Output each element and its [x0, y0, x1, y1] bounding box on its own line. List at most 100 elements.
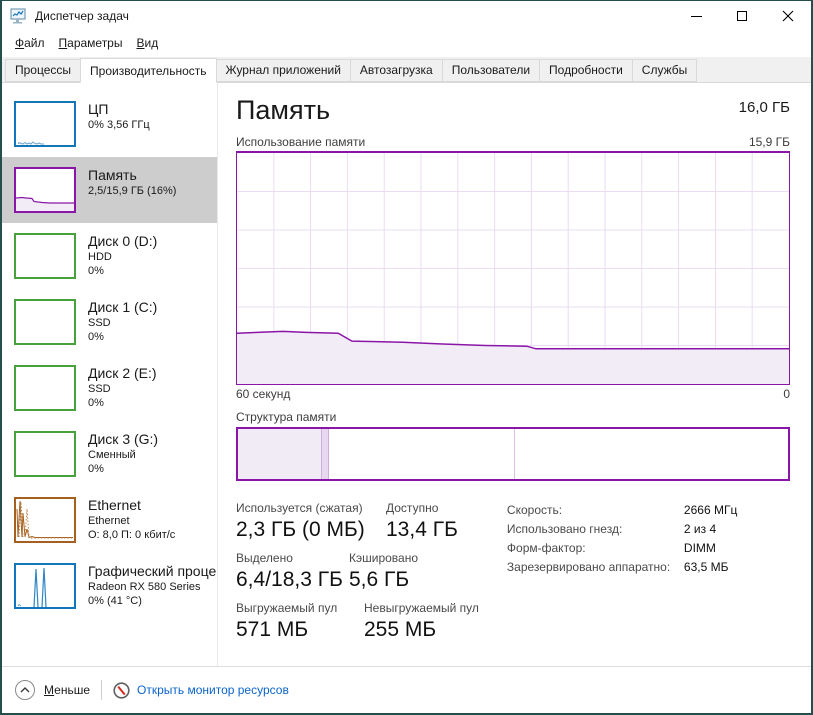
stat-nonpaged-pool-label: Невыгружаемый пул — [364, 601, 479, 615]
sidebar-disk1-type: SSD — [88, 317, 111, 329]
tab-details[interactable]: Подробности — [539, 59, 633, 82]
detail-formfactor-value: DIMM — [683, 541, 716, 555]
memory-panel: Память 16,0 ГБ Использование памяти 15,9… — [218, 83, 811, 666]
tab-users[interactable]: Пользователи — [441, 59, 541, 82]
detail-slots-label: Использовано гнезд: — [506, 522, 623, 536]
tab-app-history[interactable]: Журнал приложений — [215, 59, 351, 82]
composition-inuse-segment — [238, 429, 322, 479]
sidebar-item-disk0[interactable]: Диск 0 (D:) HDD 0% — [2, 223, 217, 289]
usage-chart-max-label: 15,9 ГБ — [748, 135, 790, 149]
fewer-details-button[interactable]: Меньше — [14, 679, 90, 701]
stat-paged-pool-label: Выгружаемый пул — [236, 601, 338, 615]
detail-slots-value: 2 из 4 — [683, 522, 717, 536]
sidebar-item-memory[interactable]: Память 2,5/15,9 ГБ (16%) — [2, 157, 217, 223]
stat-committed-value: 6,4/18,3 ГБ — [236, 568, 343, 591]
sidebar-disk3-usage: 0% — [88, 463, 104, 475]
ethernet-sparkline-icon — [14, 497, 76, 543]
menu-options[interactable]: Параметры — [58, 36, 123, 50]
sidebar-disk0-title: Диск 0 (D:) — [88, 233, 158, 249]
stat-inuse-value: 2,3 ГБ (0 МБ) — [236, 518, 365, 541]
memory-usage-chart — [236, 151, 790, 385]
sidebar-disk1-usage: 0% — [88, 331, 104, 343]
sidebar-disk2-type: SSD — [88, 383, 111, 395]
minimize-button[interactable] — [673, 1, 719, 31]
open-resource-monitor-link[interactable]: Открыть монитор ресурсов — [113, 681, 289, 699]
disk2-sparkline-icon — [14, 365, 76, 411]
tab-startup[interactable]: Автозагрузка — [349, 59, 443, 82]
menu-view[interactable]: Вид — [136, 36, 159, 50]
sidebar-cpu-title: ЦП — [88, 101, 109, 117]
stat-available-label: Доступно — [386, 501, 439, 515]
detail-reserved-value: 63,5 МБ — [683, 560, 729, 574]
footer-bar: Меньше Открыть монитор ресурсов — [2, 666, 811, 713]
performance-sidebar: ЦП 0% 3,56 ГГц Память 2,5/15,9 ГБ (16%) — [2, 83, 218, 666]
sidebar-ethernet-stats: О: 8,0 П: 0 кбит/с — [88, 529, 176, 541]
stat-cached-value: 5,6 ГБ — [349, 568, 410, 591]
close-button[interactable] — [765, 1, 811, 31]
tab-processes[interactable]: Процессы — [5, 59, 82, 82]
maximize-icon — [737, 11, 747, 21]
title-bar: Диспетчер задач — [2, 1, 811, 31]
sidebar-gpu-name: Radeon RX 580 Series — [88, 581, 201, 593]
sidebar-item-cpu[interactable]: ЦП 0% 3,56 ГГц — [2, 91, 217, 157]
stat-inuse-label: Используется (сжатая) — [236, 501, 363, 515]
detail-speed-label: Скорость: — [506, 503, 563, 517]
composition-free-segment — [514, 429, 788, 479]
detail-speed-value: 2666 МГц — [683, 503, 738, 517]
sidebar-disk2-title: Диск 2 (E:) — [88, 365, 157, 381]
page-title: Память — [236, 95, 331, 125]
sidebar-item-ethernet[interactable]: Ethernet Ethernet О: 8,0 П: 0 кбит/с — [2, 487, 217, 553]
minimize-icon — [690, 15, 702, 17]
resource-monitor-label: Открыть монитор ресурсов — [137, 683, 289, 697]
detail-reserved-label: Зарезервировано аппаратно: — [506, 560, 671, 574]
sidebar-item-disk2[interactable]: Диск 2 (E:) SSD 0% — [2, 355, 217, 421]
app-icon — [10, 8, 26, 24]
footer-divider — [101, 680, 102, 700]
close-icon — [782, 10, 794, 22]
sidebar-disk2-usage: 0% — [88, 397, 104, 409]
resource-monitor-icon — [113, 681, 130, 699]
tab-strip: Процессы Производительность Журнал прило… — [2, 57, 811, 83]
detail-formfactor-label: Форм-фактор: — [506, 541, 586, 555]
total-capacity: 16,0 ГБ — [738, 99, 790, 116]
sidebar-ethernet-title: Ethernet — [88, 497, 141, 513]
sidebar-disk3-type: Сменный — [88, 449, 136, 461]
cpu-sparkline-icon — [14, 101, 76, 147]
usage-chart-caption: Использование памяти — [236, 135, 366, 149]
tab-performance[interactable]: Производительность — [80, 58, 217, 83]
sidebar-disk0-usage: 0% — [88, 265, 104, 277]
composition-standby-segment — [329, 429, 515, 479]
memory-hardware-details: Скорость: 2666 МГц Использовано гнезд: 2… — [507, 501, 737, 651]
sidebar-disk1-title: Диск 1 (C:) — [88, 299, 158, 315]
sidebar-item-gpu[interactable]: Графический процессор Radeon RX 580 Seri… — [2, 553, 217, 619]
sidebar-disk3-title: Диск 3 (G:) — [88, 431, 159, 447]
sidebar-cpu-stats: 0% 3,56 ГГц — [88, 119, 150, 131]
menu-file[interactable]: Файл — [15, 36, 45, 50]
stat-committed-label: Выделено — [236, 551, 293, 565]
chevron-up-circle-icon — [15, 680, 35, 700]
fewer-details-label: Меньше — [44, 683, 90, 697]
composition-caption: Структура памяти — [236, 410, 337, 424]
disk1-sparkline-icon — [14, 299, 76, 345]
axis-label-right: 0 — [783, 387, 790, 401]
sidebar-item-disk3[interactable]: Диск 3 (G:) Сменный 0% — [2, 421, 217, 487]
stat-cached-label: Кэшировано — [349, 551, 419, 565]
sidebar-memory-stats: 2,5/15,9 ГБ (16%) — [88, 185, 177, 197]
sidebar-memory-title: Память — [88, 167, 137, 183]
memory-composition-bar — [236, 427, 790, 481]
menu-bar: Файл Параметры Вид — [2, 31, 811, 57]
sidebar-gpu-stats: 0% (41 °C) — [88, 595, 142, 607]
axis-label-left: 60 секунд — [236, 387, 291, 401]
sidebar-ethernet-name: Ethernet — [88, 515, 130, 527]
sidebar-item-disk1[interactable]: Диск 1 (C:) SSD 0% — [2, 289, 217, 355]
stat-available-value: 13,4 ГБ — [386, 518, 458, 541]
stat-nonpaged-pool-value: 255 МБ — [364, 618, 437, 641]
tab-services[interactable]: Службы — [631, 59, 698, 82]
disk0-sparkline-icon — [14, 233, 76, 279]
sidebar-disk0-type: HDD — [88, 251, 112, 263]
memory-stats: Используется (сжатая) 2,3 ГБ (0 МБ) Дост… — [236, 501, 479, 651]
maximize-button[interactable] — [719, 1, 765, 31]
gpu-sparkline-icon — [14, 563, 76, 609]
stat-paged-pool-value: 571 МБ — [236, 618, 309, 641]
